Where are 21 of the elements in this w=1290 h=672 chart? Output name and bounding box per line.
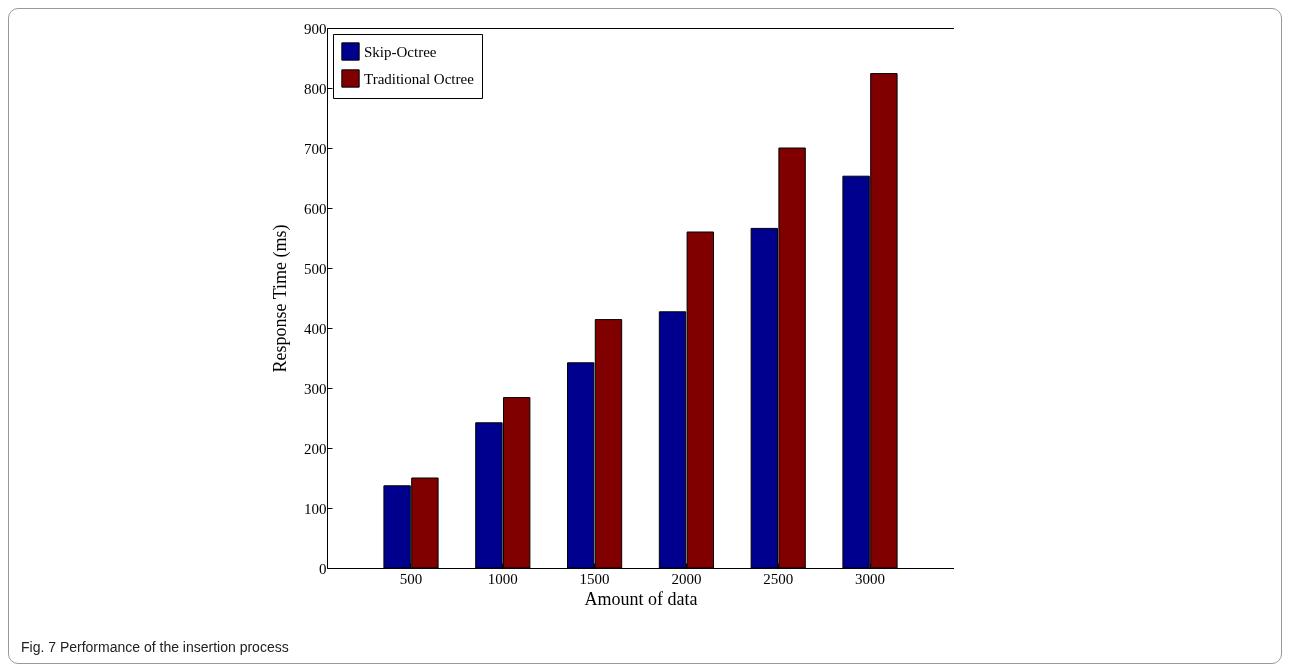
y-tick-label: 0 — [319, 560, 327, 577]
x-tick-label: 2000 — [671, 570, 702, 587]
legend-label: Skip-Octree — [364, 43, 437, 60]
y-tick-label: 800 — [304, 80, 327, 97]
y-tick-label: 100 — [304, 500, 327, 517]
x-axis-title: Amount of data — [584, 588, 698, 609]
y-tick-label: 200 — [304, 440, 327, 457]
y-tick-label: 600 — [304, 200, 327, 217]
y-tick-label: 400 — [304, 320, 327, 337]
y-tick-label: 300 — [304, 380, 327, 397]
y-tick-label: 700 — [304, 140, 327, 157]
x-tick-label: 500 — [399, 570, 423, 587]
y-tick-label: 900 — [304, 20, 327, 37]
y-tick-label: 500 — [304, 260, 327, 277]
caption: Fig. 7 Performance of the insertion process — [21, 639, 289, 655]
x-tick-label: 1000 — [487, 570, 518, 587]
x-tick-label: 2500 — [763, 570, 794, 587]
x-tick-label: 1500 — [579, 570, 610, 587]
legend-label: Traditional Octree — [364, 70, 475, 87]
y-axis-title: Response Time (ms) — [270, 224, 291, 373]
x-tick-label: 3000 — [855, 570, 885, 587]
